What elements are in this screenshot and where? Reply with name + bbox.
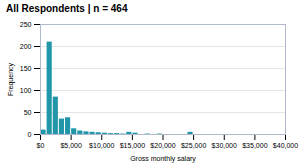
svg-text:250: 250 [20,21,32,28]
svg-text:50: 50 [24,109,32,116]
svg-text:100: 100 [20,87,32,94]
svg-text:$20,000: $20,000 [150,142,175,149]
svg-text:Gross monthly salary: Gross monthly salary [130,155,196,163]
svg-text:$0: $0 [37,142,45,149]
svg-text:0: 0 [28,131,32,138]
svg-text:Frequency: Frequency [7,62,15,96]
svg-text:$40,000: $40,000 [273,142,298,149]
svg-text:$25,000: $25,000 [181,142,206,149]
svg-text:$30,000: $30,000 [212,142,237,149]
html-text:All Respondents | n = 464: All Respondents | n = 464 [6,3,128,14]
svg-text:150: 150 [20,65,32,72]
svg-text:200: 200 [20,43,32,50]
svg-text:$35,000: $35,000 [242,142,267,149]
svg-text:$5,000: $5,000 [60,142,82,149]
svg-text:$15,000: $15,000 [120,142,145,149]
svg-text:$10,000: $10,000 [89,142,114,149]
